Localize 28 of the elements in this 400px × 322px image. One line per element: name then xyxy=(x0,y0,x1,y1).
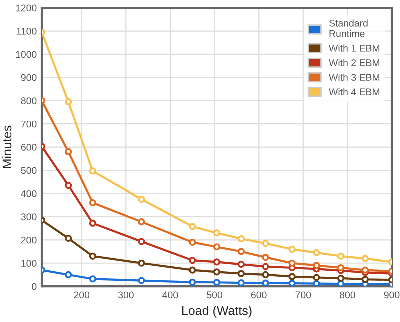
legend-label: With 4 EBM xyxy=(329,88,380,96)
y-tick-label: 100 xyxy=(22,260,37,267)
x-tick-label: 400 xyxy=(162,292,178,299)
x-tick-label: 800 xyxy=(340,292,356,299)
y-axis-title: Minutes xyxy=(2,126,12,168)
y-tick-label: 500 xyxy=(21,167,37,174)
y-tick-label: 1200 xyxy=(16,4,37,12)
x-axis-title: Load (Watts) xyxy=(182,306,252,318)
legend-label: Standard Runtime xyxy=(329,20,368,38)
y-tick-label: 200 xyxy=(21,236,37,244)
x-tick-label: 900 xyxy=(384,292,400,299)
y-tick-label: 300 xyxy=(21,214,37,221)
y-tick-label: 1000 xyxy=(16,51,37,58)
y-tick-label: 600 xyxy=(21,144,37,151)
y-tick-label: 1100 xyxy=(16,28,37,35)
y-tick-label: 900 xyxy=(21,74,37,82)
x-tick-label: 200 xyxy=(74,292,90,299)
y-tick-label: 0 xyxy=(32,283,37,290)
x-tick-label: 600 xyxy=(251,292,267,299)
legend-label: With 1 EBM xyxy=(329,44,380,52)
legend-label: With 3 EBM xyxy=(329,74,380,82)
y-tick-label: 800 xyxy=(21,98,37,105)
y-tick-label: 400 xyxy=(21,190,37,198)
legend-label: With 2 EBM xyxy=(329,59,380,66)
x-tick-label: 700 xyxy=(296,292,312,299)
x-tick-label: 500 xyxy=(207,292,223,299)
x-tick-label: 300 xyxy=(118,292,134,299)
y-tick-label: 700 xyxy=(21,120,37,128)
